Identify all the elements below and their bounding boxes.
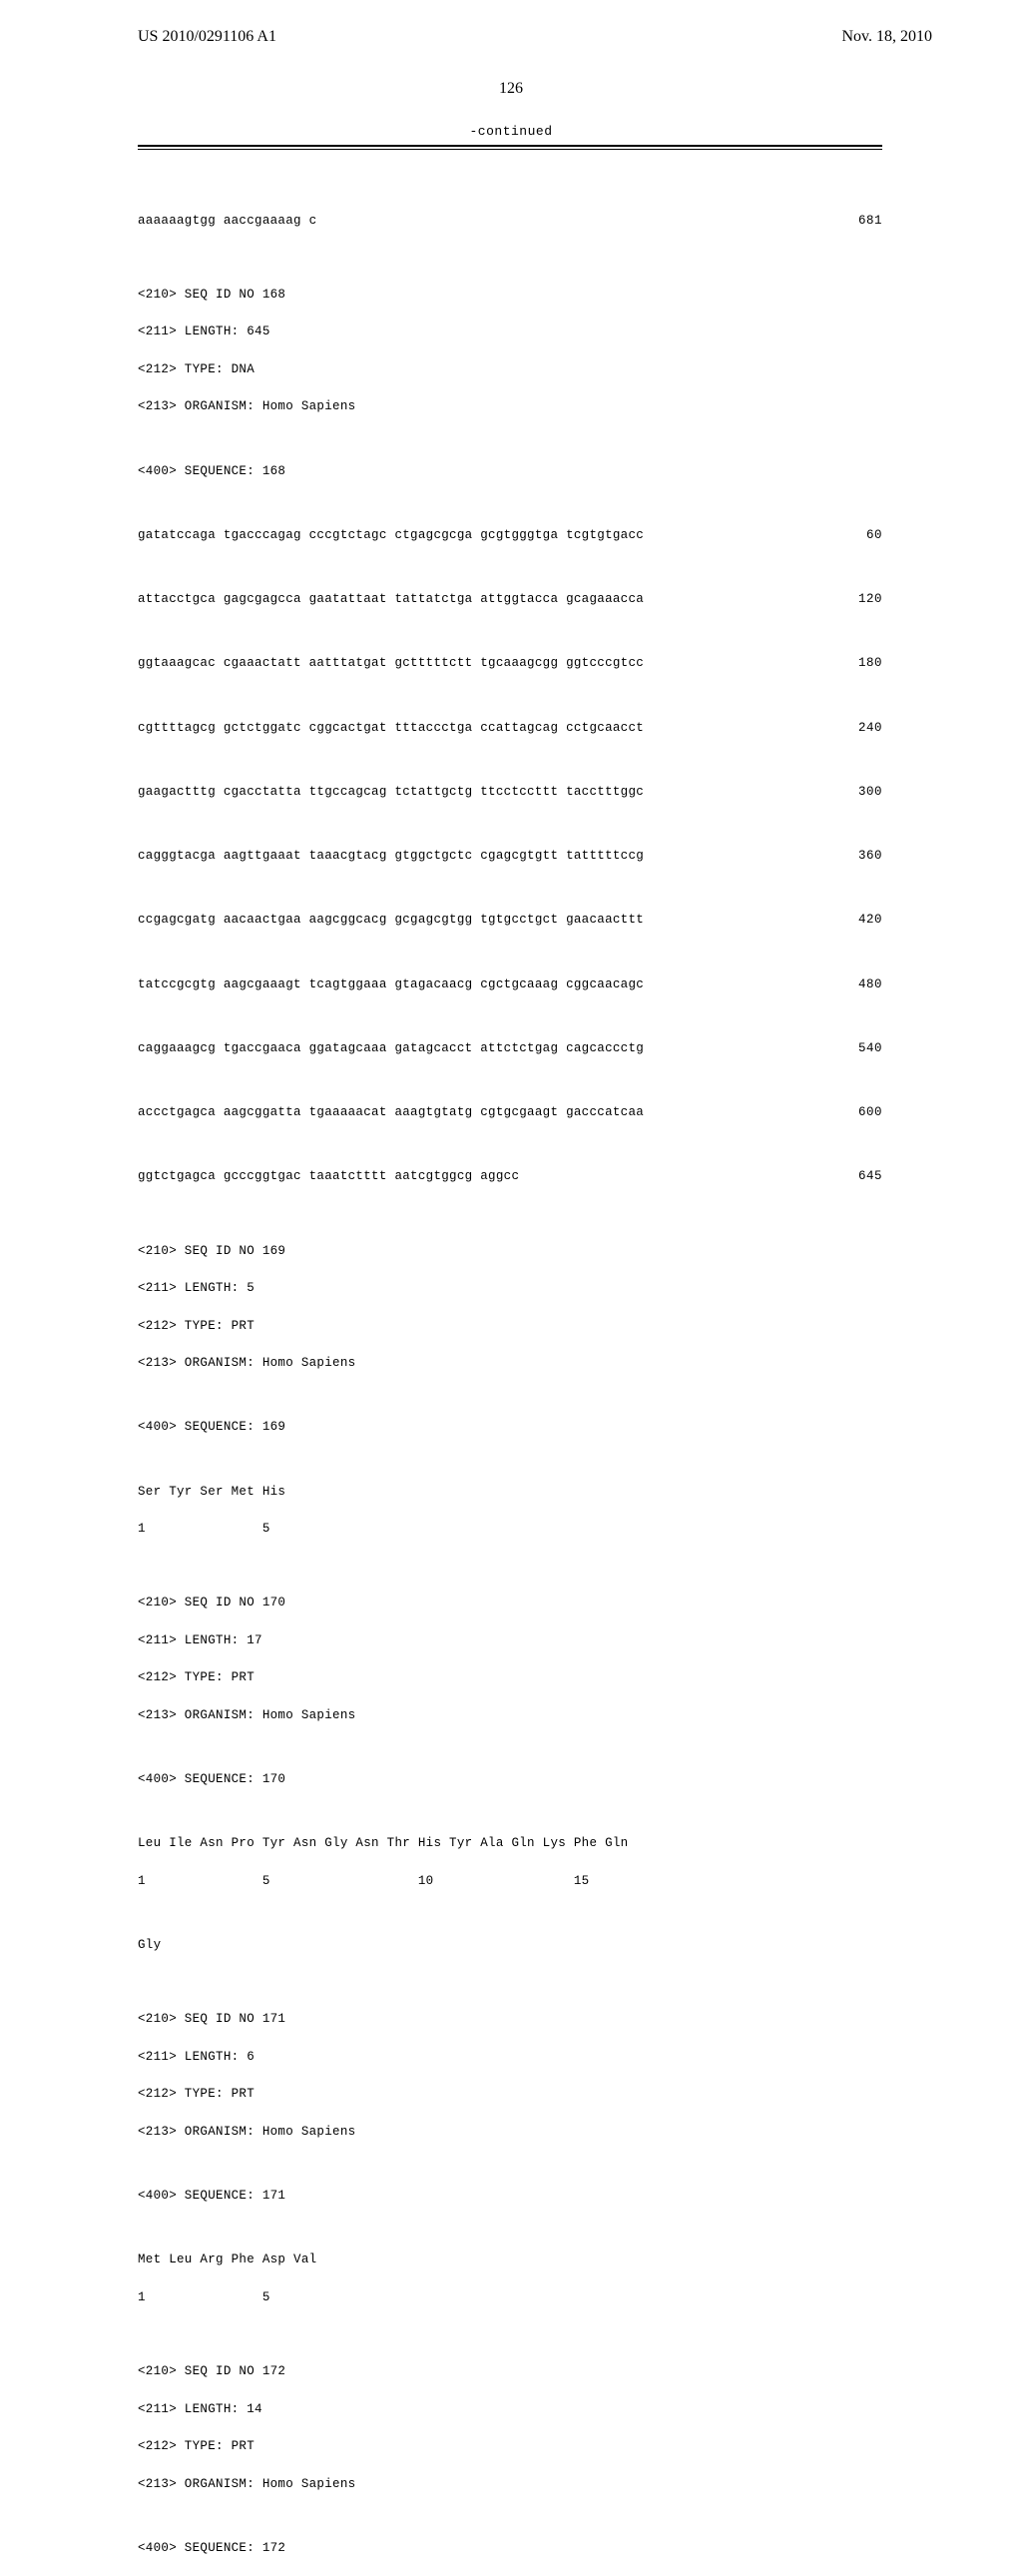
rule-top — [138, 145, 882, 147]
seq171-aa: Met Leu Arg Phe Asp Val — [138, 2251, 882, 2269]
seq168-line-10: ggtctgagca gcccggtgac taaatctttt aatcgtg… — [138, 1167, 882, 1186]
seq170-aa-2: Gly — [138, 1936, 882, 1955]
seq172-meta-0: <210> SEQ ID NO 172 — [138, 2362, 882, 2381]
seq169-meta-0: <210> SEQ ID NO 169 — [138, 1242, 882, 1261]
seq169-aa-nums: 1 5 — [138, 1520, 882, 1539]
seq171-meta-3: <213> ORGANISM: Homo Sapiens — [138, 2123, 882, 2142]
seq168-meta-3: <213> ORGANISM: Homo Sapiens — [138, 397, 882, 416]
seq170-meta-0: <210> SEQ ID NO 170 — [138, 1594, 882, 1612]
sequence-listing: aaaaaagtgg aaccgaaaag c681 <210> SEQ ID … — [0, 150, 1022, 2576]
publication-date: Nov. 18, 2010 — [841, 28, 932, 46]
seq172-header: <400> SEQUENCE: 172 — [138, 2539, 882, 2558]
seq169-meta-3: <213> ORGANISM: Homo Sapiens — [138, 1354, 882, 1373]
seq172-meta-2: <212> TYPE: PRT — [138, 2437, 882, 2456]
seq168-line-0: gatatccaga tgacccagag cccgtctagc ctgagcg… — [138, 526, 882, 545]
seq168-meta-0: <210> SEQ ID NO 168 — [138, 286, 882, 305]
seq170-header: <400> SEQUENCE: 170 — [138, 1770, 882, 1789]
seq170-meta-1: <211> LENGTH: 17 — [138, 1631, 882, 1650]
seq169-meta-2: <212> TYPE: PRT — [138, 1317, 882, 1336]
seq170-aa: Leu Ile Asn Pro Tyr Asn Gly Asn Thr His … — [138, 1834, 882, 1853]
seq171-meta-2: <212> TYPE: PRT — [138, 2085, 882, 2104]
seq171-meta-0: <210> SEQ ID NO 171 — [138, 2010, 882, 2029]
continued-label: -continued — [0, 124, 1022, 139]
seq171-meta-1: <211> LENGTH: 6 — [138, 2048, 882, 2067]
seq168-meta-2: <212> TYPE: DNA — [138, 360, 882, 379]
seq172-meta-1: <211> LENGTH: 14 — [138, 2400, 882, 2419]
seq168-header: <400> SEQUENCE: 168 — [138, 462, 882, 481]
seq167-tail-line: aaaaaagtgg aaccgaaaag c681 — [138, 212, 882, 231]
seq170-aa-nums: 1 5 10 15 — [138, 1872, 882, 1891]
seq171-header: <400> SEQUENCE: 171 — [138, 2187, 882, 2206]
seq168-line-1: attacctgca gagcgagcca gaatattaat tattatc… — [138, 590, 882, 609]
seq170-meta-2: <212> TYPE: PRT — [138, 1668, 882, 1687]
seq169-aa: Ser Tyr Ser Met His — [138, 1483, 882, 1502]
seq169-meta-1: <211> LENGTH: 5 — [138, 1279, 882, 1298]
page-header: US 2010/0291106 A1 Nov. 18, 2010 — [0, 0, 1022, 46]
seq172-meta-3: <213> ORGANISM: Homo Sapiens — [138, 2475, 882, 2494]
page-number: 126 — [0, 80, 1022, 98]
seq168-line-7: tatccgcgtg aagcgaaagt tcagtggaaa gtagaca… — [138, 975, 882, 994]
seq168-line-8: caggaaagcg tgaccgaaca ggatagcaaa gatagca… — [138, 1039, 882, 1058]
seq169-header: <400> SEQUENCE: 169 — [138, 1418, 882, 1437]
seq168-line-2: ggtaaagcac cgaaactatt aatttatgat gcttttt… — [138, 654, 882, 673]
seq168-meta-1: <211> LENGTH: 645 — [138, 322, 882, 341]
seq171-aa-nums: 1 5 — [138, 2288, 882, 2307]
seq168-line-6: ccgagcgatg aacaactgaa aagcggcacg gcgagcg… — [138, 911, 882, 930]
seq168-line-4: gaagactttg cgacctatta ttgccagcag tctattg… — [138, 783, 882, 802]
publication-number: US 2010/0291106 A1 — [138, 28, 276, 46]
seq168-line-3: cgttttagcg gctctggatc cggcactgat tttaccc… — [138, 719, 882, 738]
seq168-line-9: accctgagca aagcggatta tgaaaaacat aaagtgt… — [138, 1103, 882, 1122]
seq170-meta-3: <213> ORGANISM: Homo Sapiens — [138, 1706, 882, 1725]
seq168-line-5: cagggtacga aagttgaaat taaacgtacg gtggctg… — [138, 847, 882, 866]
